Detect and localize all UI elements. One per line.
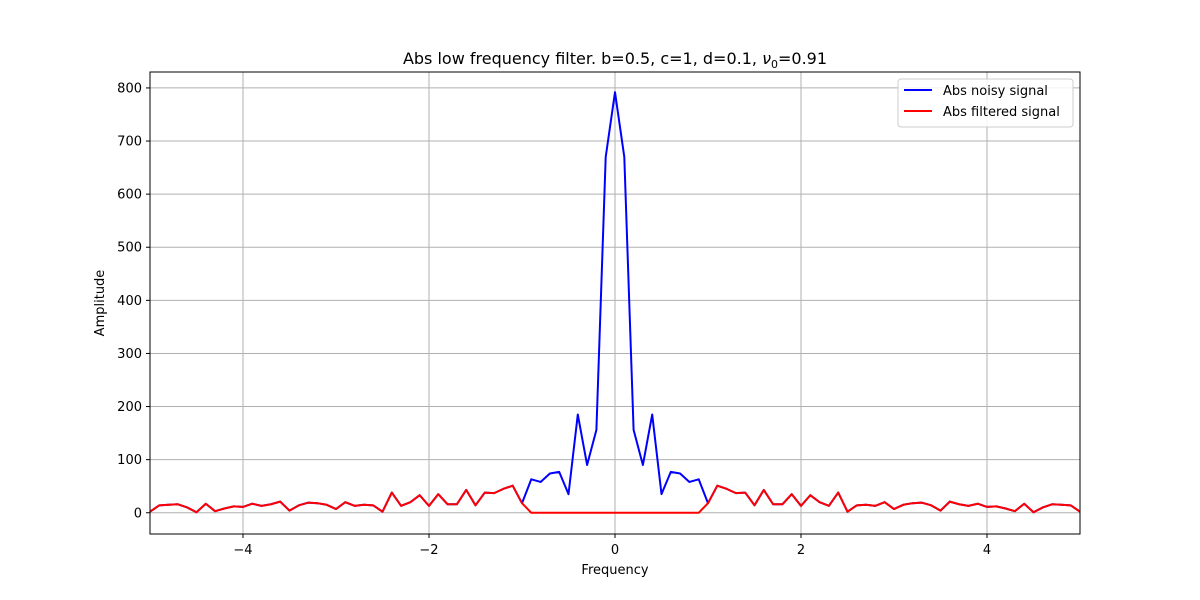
y-tick-label: 300 (117, 347, 142, 362)
grid (150, 72, 1080, 534)
y-tick-label: 700 (117, 135, 142, 150)
legend-label-noisy: Abs noisy signal (943, 84, 1048, 99)
y-tick-label: 500 (117, 241, 142, 256)
x-tick-label: 4 (983, 543, 991, 558)
y-axis-label: Amplitude (93, 270, 108, 337)
y-tick-label: 100 (117, 453, 142, 468)
legend-box (897, 78, 1074, 128)
chart-title: Abs low frequency filter. b=0.5, c=1, d=… (403, 49, 827, 71)
x-tick-label: −4 (233, 543, 252, 558)
y-tick-label: 600 (117, 188, 142, 203)
y-tick-label: 400 (117, 294, 142, 309)
x-tick-label: −2 (419, 543, 438, 558)
plot-series (149, 91, 1081, 514)
x-axis-label: Frequency (581, 563, 648, 578)
filtered-signal-line (149, 484, 1081, 514)
y-tick-label: 0 (134, 506, 142, 521)
legend-label-filtered: Abs filtered signal (943, 105, 1060, 120)
x-tick-label: 0 (611, 543, 619, 558)
y-tick-label: 800 (117, 81, 142, 96)
legend: Abs noisy signal Abs filtered signal (897, 78, 1074, 128)
x-tick-label: 2 (797, 543, 805, 558)
y-tick-label: 200 (117, 400, 142, 415)
ticks: −4 −2 0 2 4 0 100 200 300 400 500 600 700 800 (117, 81, 991, 558)
